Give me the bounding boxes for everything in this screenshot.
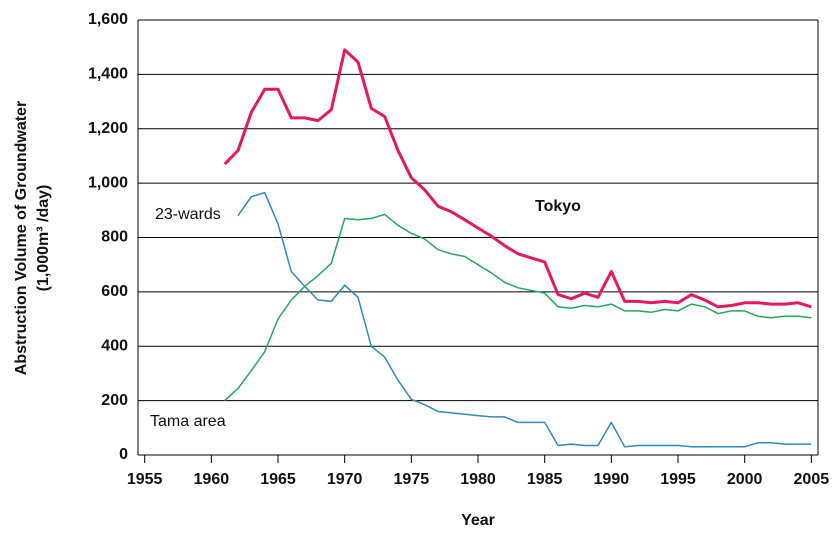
x-tick-label: 1985 xyxy=(527,471,563,488)
x-tick-label: 1980 xyxy=(460,471,496,488)
series-label: Tokyo xyxy=(535,198,581,215)
y-axis-title: Abstruction Volume of Groundwater xyxy=(13,101,30,375)
x-tick-label: 1965 xyxy=(260,471,296,488)
x-axis-title: Year xyxy=(461,512,495,529)
y-tick-label: 1,600 xyxy=(88,11,128,28)
y-tick-label: 200 xyxy=(101,392,128,409)
series-label: Tama area xyxy=(150,413,226,430)
y-tick-label: 1,000 xyxy=(88,174,128,191)
x-tick-label: 1955 xyxy=(127,471,163,488)
series-line xyxy=(223,48,812,309)
y-axis-title: (1,000m³ /day) xyxy=(35,185,52,292)
y-tick-label: 800 xyxy=(101,229,128,246)
series-line xyxy=(237,191,812,448)
y-tick-label: 0 xyxy=(119,446,128,463)
x-tick-label: 1975 xyxy=(394,471,430,488)
x-tick-label: 1990 xyxy=(594,471,630,488)
y-tick-label: 1,200 xyxy=(88,120,128,137)
series-line xyxy=(224,213,812,402)
series-label: 23-wards xyxy=(155,206,221,223)
x-tick-label: 2000 xyxy=(727,471,763,488)
x-tick-label: 1970 xyxy=(327,471,363,488)
x-tick-label: 1960 xyxy=(194,471,230,488)
x-tick-label: 2005 xyxy=(794,471,830,488)
y-tick-label: 400 xyxy=(101,337,128,354)
y-tick-label: 600 xyxy=(101,283,128,300)
y-tick-label: 1,400 xyxy=(88,66,128,83)
x-tick-label: 1995 xyxy=(660,471,696,488)
